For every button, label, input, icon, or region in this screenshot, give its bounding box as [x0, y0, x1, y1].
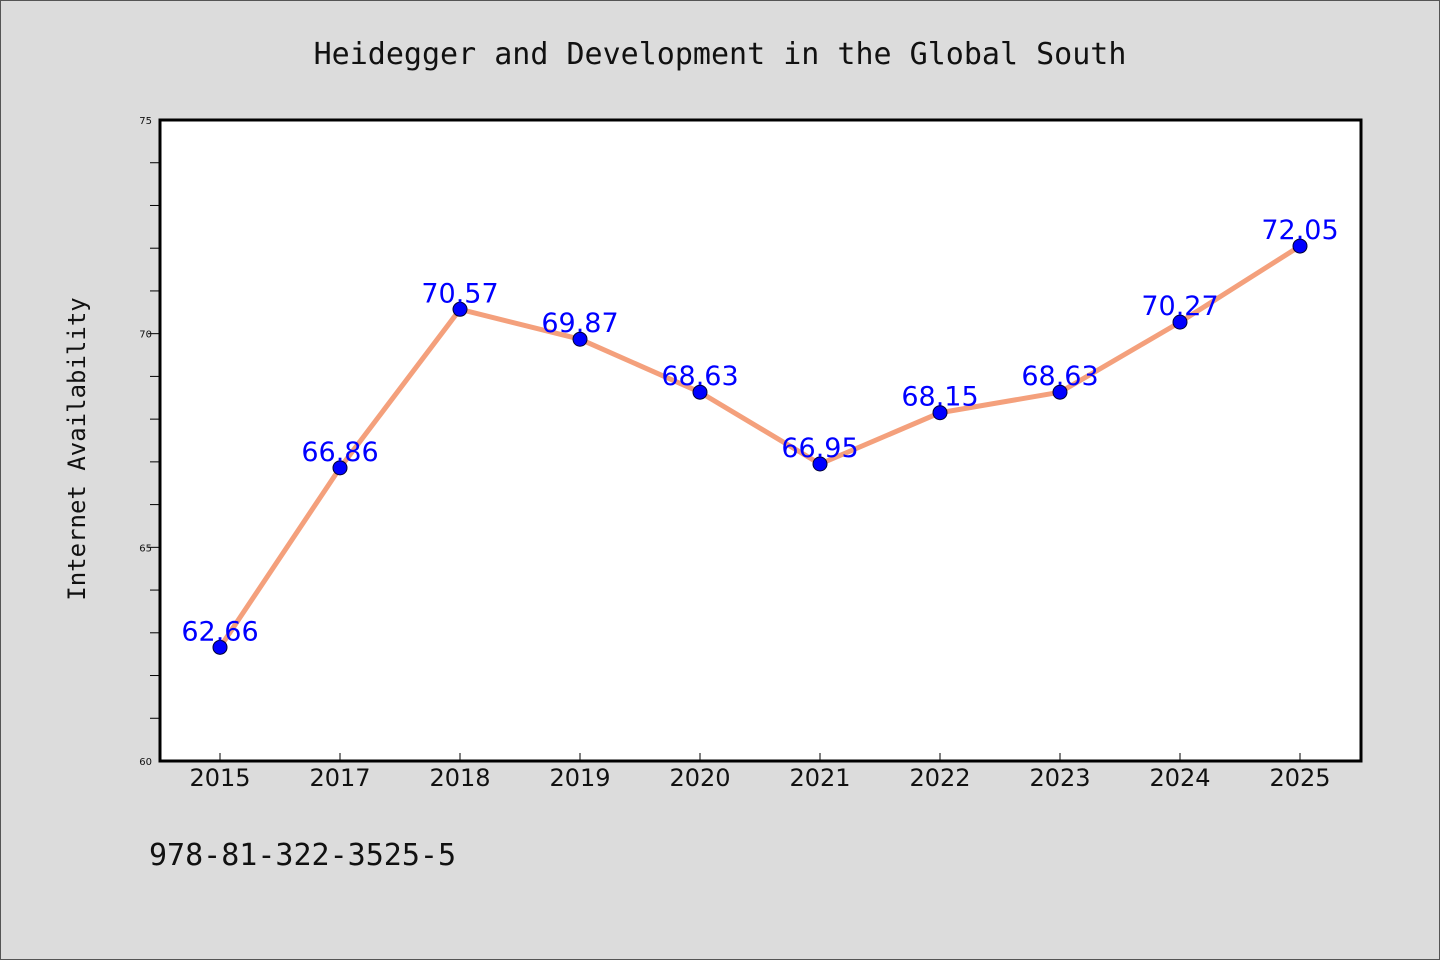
x-tick-label: 2015	[189, 764, 250, 792]
data-point	[812, 456, 828, 472]
data-label: 68.63	[661, 361, 738, 392]
data-label: 66.86	[301, 437, 378, 468]
data-point	[452, 301, 468, 317]
data-markers	[212, 238, 1308, 655]
data-point	[692, 384, 708, 400]
data-point	[332, 460, 348, 476]
x-tick-label: 2022	[909, 764, 970, 792]
data-label: 68.63	[1021, 361, 1098, 392]
x-tick-label: 2023	[1029, 764, 1090, 792]
x-tick-label: 2021	[789, 764, 850, 792]
data-point	[1292, 238, 1308, 254]
series-line-group	[217, 243, 1303, 650]
data-label: 70.27	[1141, 291, 1218, 322]
data-labels: 62.66 66.86 70.57 69.87 68.63 66.95 68.15 68.63…	[181, 215, 1338, 647]
x-tick-label: 2024	[1149, 764, 1210, 792]
y-axis-ticks: 60 65 70 75	[139, 116, 160, 768]
data-label: 62.66	[181, 616, 258, 647]
data-point	[212, 639, 228, 655]
y-tick-label: 60	[139, 757, 152, 768]
x-axis-ticks: 2015 2017 2018 2019 2020 2021 2022 2023 2024 2025	[189, 753, 1331, 792]
chart-title: Heidegger and Development in the Global …	[314, 37, 1127, 72]
data-point	[1052, 384, 1068, 400]
y-tick-label: 65	[139, 543, 152, 554]
data-label: 66.95	[781, 433, 858, 464]
y-tick-label: 75	[139, 116, 152, 127]
y-tick-label: 70	[139, 330, 152, 341]
data-label: 69.87	[541, 308, 618, 339]
data-label: 68.15	[901, 382, 978, 413]
isbn-footer: 978-81-322-3525-5	[149, 838, 456, 873]
data-point	[1172, 314, 1188, 330]
data-label: 72.05	[1261, 215, 1338, 246]
y-axis-label: Internet Availability	[63, 297, 91, 600]
x-tick-label: 2019	[549, 764, 610, 792]
data-point	[572, 331, 588, 347]
x-tick-label: 2018	[429, 764, 490, 792]
x-tick-label: 2025	[1269, 764, 1330, 792]
x-tick-label: 2020	[669, 764, 730, 792]
data-point	[932, 405, 948, 421]
series-line	[217, 243, 1303, 650]
x-tick-label: 2017	[309, 764, 370, 792]
data-label: 70.57	[421, 278, 498, 309]
